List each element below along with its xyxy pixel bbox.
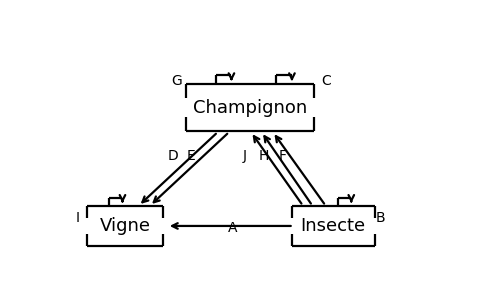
Text: I: I (76, 211, 80, 225)
Text: A: A (228, 221, 238, 235)
Text: Insecte: Insecte (301, 217, 366, 235)
Text: C: C (321, 74, 330, 87)
Text: B: B (376, 211, 386, 225)
Text: D: D (167, 149, 178, 163)
Text: Vigne: Vigne (100, 217, 151, 235)
Text: E: E (187, 149, 196, 163)
Text: Champignon: Champignon (193, 99, 307, 117)
Text: G: G (171, 74, 182, 87)
Text: J: J (243, 149, 246, 163)
Text: H: H (258, 149, 268, 163)
Text: F: F (278, 149, 286, 163)
